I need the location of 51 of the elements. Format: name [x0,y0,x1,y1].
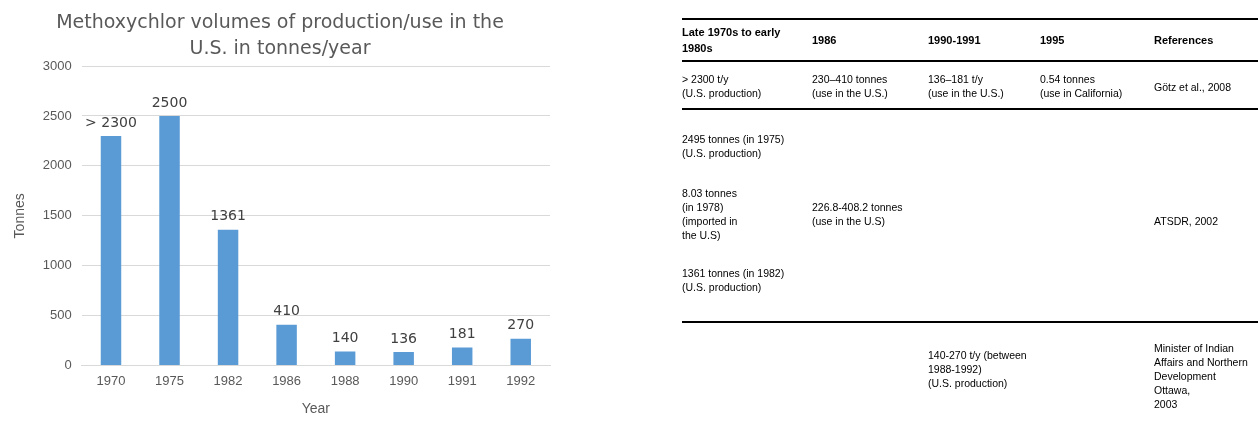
bar [451,347,473,366]
x-tick-label: 1991 [447,372,477,388]
text: 2495 tonnes (in 1975) (U.S. production) [682,132,786,160]
chart-title: Methoxychlor volumes of production/use in the U.S. in tonnes/year [56,10,504,58]
text: 1995 [1040,33,1066,48]
x-tick-label: 1988 [330,372,360,388]
text: 136–181 t/y (use in the U.S.) [928,72,1005,100]
data-label: 410 [273,302,300,319]
y-axis-title: Tonnes [11,193,28,239]
text: 0.54 tonnes (use in California) [1040,72,1124,100]
y-tick-label: 500 [50,307,72,323]
data-label: 181 [448,325,476,342]
x-tick-label: 1970 [96,372,126,388]
y-tick-label: 0 [64,357,72,373]
x-tick-label: 1982 [213,372,243,388]
x-tick-label: 1975 [155,372,184,388]
data-label: 270 [507,316,535,333]
text: 1990-1991 [928,33,982,48]
text: 8.03 tonnes (in 1978) (imported in the U.S) [682,186,739,242]
bar [276,324,297,366]
text: 140-270 t/y (between 1988-1992) (U.S. production) [928,348,1028,390]
data-label: > 2300 [85,113,137,130]
bar [217,229,239,366]
data-label: 2500 [151,93,188,110]
text: Minister of Indian Affairs and Northern Development Ottawa, 2003 [1154,341,1249,411]
bar [100,135,122,366]
bar [334,351,356,366]
y-tick-label: 3000 [42,57,72,73]
text: 230–410 tonnes (use in the U.S.) [812,72,889,100]
bar [510,338,531,366]
y-tick-label: 2500 [42,107,72,123]
data-label: 136 [390,329,418,346]
text: 226.8-408.2 tonnes (use in the U.S) [812,200,904,228]
y-tick-label: 1500 [42,207,72,223]
bar [159,115,180,366]
text: > 2300 t/y (U.S. production) [682,72,763,100]
data-label: 140 [331,329,359,346]
x-tick-label: 1990 [389,372,419,388]
text: References [1154,33,1215,48]
y-tick-label: 1000 [42,257,72,273]
text: Götz et al., 2008 [1154,80,1233,94]
bar [393,352,414,366]
y-tick-label: 2000 [42,157,72,173]
text: 1986 [812,33,838,48]
x-tick-label: 1992 [506,372,536,388]
x-tick-label: 1986 [272,372,302,388]
text: Late 1970s to early 1980s [682,25,782,56]
text: 1361 tonnes (in 1982) (U.S. production) [682,266,786,294]
data-label: 1361 [210,207,246,224]
text: ATSDR, 2002 [1154,214,1219,228]
x-axis-title: Year [301,400,331,417]
